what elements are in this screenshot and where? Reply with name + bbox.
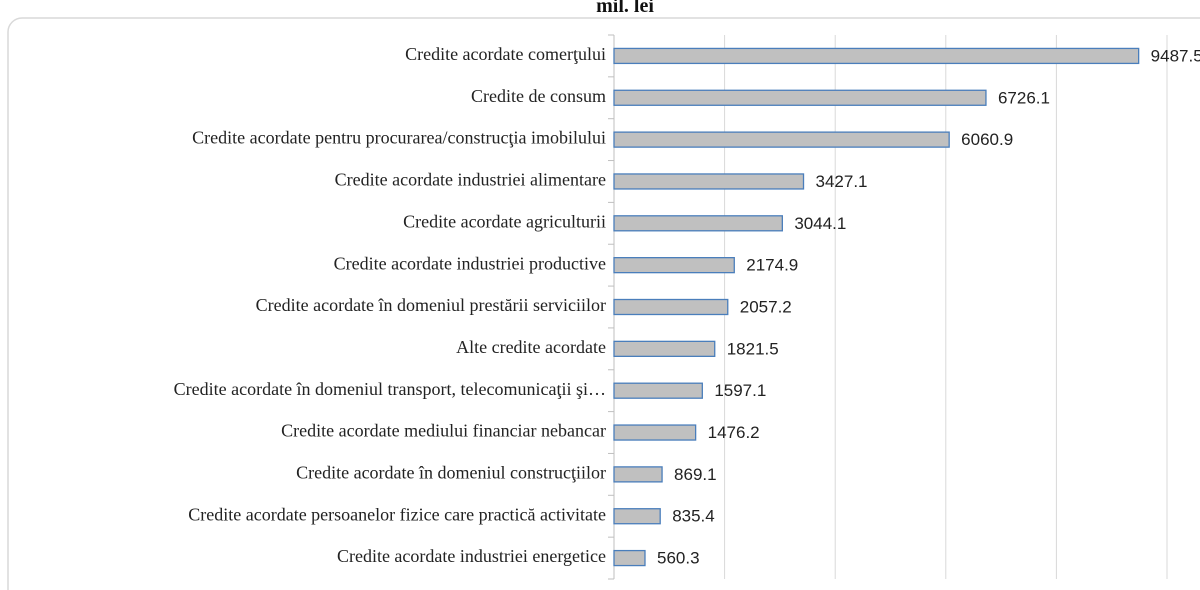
y-tick-label: Credite acordate agriculturii <box>403 211 606 231</box>
bars: 9487.5 6726.1 6060.9 3427.1 3044.1 2174.9 2057… <box>613 46 1200 568</box>
data-label: 2057.2 <box>740 297 792 316</box>
y-tick-label: Credite acordate în domeniul transport, … <box>174 379 606 399</box>
data-label: 835.4 <box>672 507 715 526</box>
bar <box>613 215 783 232</box>
y-tick-label: Credite de consum <box>471 86 606 106</box>
y-tick-label: Credite acordate în domeniul construcţii… <box>296 463 606 483</box>
bar <box>613 549 646 567</box>
bar <box>613 508 661 525</box>
data-label: 6060.9 <box>961 130 1013 149</box>
y-tick-label: Credite acordate persoanelor fizice care… <box>188 504 606 524</box>
data-label: 3427.1 <box>816 172 868 191</box>
y-tick-label: Credite acordate pentru procurarea/const… <box>192 128 606 148</box>
bar <box>613 89 987 106</box>
bar <box>613 173 805 190</box>
y-tick-label: Credite acordate industriei productive <box>334 253 606 273</box>
data-label: 9487.5 <box>1151 46 1200 65</box>
data-label: 6726.1 <box>998 88 1050 107</box>
bar <box>613 466 663 483</box>
chart-frame <box>7 17 1200 590</box>
bar <box>613 340 716 357</box>
data-label: 1597.1 <box>714 381 766 400</box>
bar <box>613 257 735 274</box>
y-tick-label: Credite acordate mediului financiar neba… <box>281 421 606 441</box>
data-label: 1476.2 <box>708 423 760 442</box>
data-label: 869.1 <box>674 465 717 484</box>
y-tick-label: Alte credite acordate <box>456 337 606 357</box>
y-tick-label: Credite acordate comerţului <box>405 44 606 64</box>
data-label: 2174.9 <box>746 256 798 275</box>
data-label: 3044.1 <box>794 214 846 233</box>
y-tick-label: Credite acordate industriei alimentare <box>335 170 606 190</box>
bar <box>613 298 729 316</box>
y-tick-label: Credite acordate industriei energetice <box>337 546 606 566</box>
bar <box>613 424 697 441</box>
chart-title: mil. lei <box>596 0 654 17</box>
data-label: 560.3 <box>657 549 700 568</box>
bar <box>613 47 1140 65</box>
bar <box>613 131 950 148</box>
bar <box>613 382 703 399</box>
grid <box>608 34 1168 580</box>
y-tick-label: Credite acordate în domeniul prestării s… <box>256 295 606 315</box>
data-label: 1821.5 <box>727 339 779 358</box>
